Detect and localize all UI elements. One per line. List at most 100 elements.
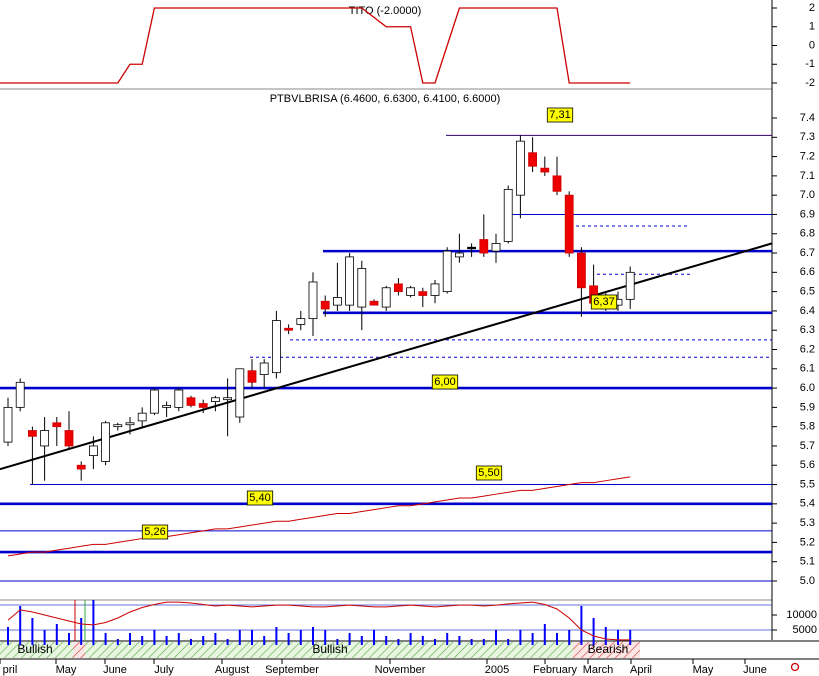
y-tick-label: 7.0 (800, 189, 815, 201)
y-tick-label: 6.1 (800, 363, 815, 375)
candle-body (491, 242, 501, 252)
annotation-box (546, 107, 574, 123)
candle-body (564, 194, 574, 254)
candle-body (381, 287, 391, 308)
candle-body (454, 252, 464, 258)
icon[interactable] (790, 662, 800, 672)
y-tick-label: 5000 (793, 624, 817, 636)
candle-body (210, 397, 220, 402)
signal-band (0, 642, 73, 658)
signal-band (573, 642, 640, 658)
candle-body (235, 368, 245, 418)
candle-body (430, 283, 440, 296)
candle-body (393, 283, 403, 293)
y-tick-label: 7.4 (800, 112, 815, 124)
candle-body (113, 424, 123, 428)
candle-body (27, 430, 37, 437)
y-tick-label: 5.4 (800, 498, 815, 510)
candle-body (332, 297, 342, 306)
x-tick-label: March (583, 664, 614, 676)
indicator-title: TITO (-2.0000) (349, 5, 422, 17)
candle-body (406, 287, 416, 296)
y-tick-label: 5.9 (800, 401, 815, 413)
candle-body (247, 370, 257, 383)
y-tick-label: 7.2 (800, 150, 815, 162)
band-label: Bullish (17, 642, 52, 656)
annotation-box (431, 374, 459, 390)
y-tick-label: 7.3 (800, 131, 815, 143)
candle-body (503, 188, 513, 242)
y-tick-label: 5.1 (800, 556, 815, 568)
candle-body (259, 362, 269, 375)
annotation-label: 5,26 (144, 526, 165, 538)
candle-body (479, 239, 489, 254)
candle-body (284, 327, 294, 331)
candle-body (76, 464, 86, 470)
y-tick-label: 5.5 (800, 478, 815, 490)
candle-body (345, 256, 355, 306)
signal-band (73, 642, 85, 658)
y-tick-label: 5.8 (800, 421, 815, 433)
candle-body (540, 167, 550, 173)
candle-body (101, 422, 110, 462)
candle-body (15, 381, 25, 408)
candle-body (40, 430, 49, 447)
x-tick-label: pril (3, 664, 18, 676)
annotation-box (590, 294, 618, 310)
candle-body (369, 300, 379, 306)
y-tick-label: 6.0 (800, 382, 815, 394)
band-label: Bearish (588, 642, 629, 656)
oscillator (7, 601, 631, 641)
candle-body (552, 175, 562, 192)
annotation-label: 7,31 (549, 109, 570, 121)
candle-body (418, 291, 428, 296)
y-tick-label: 5.6 (800, 459, 815, 471)
signal-band (85, 642, 573, 658)
y-tick-label: 0 (809, 39, 815, 51)
band-label: Bullish (312, 642, 347, 656)
candle-body (198, 403, 208, 408)
y-tick-label: 6.9 (800, 208, 815, 220)
annotation-label: 6,00 (434, 376, 455, 388)
candle-body (162, 405, 172, 408)
x-tick-label: June (743, 664, 767, 676)
x-tick-label: August (215, 664, 249, 676)
annotation-label: 5,40 (249, 492, 270, 504)
chart-title: PTBVLBRISA (6.4600, 6.6300, 6.4100, 6.60… (270, 93, 501, 105)
y-tick-label: 2 (809, 2, 815, 14)
candle-body (528, 152, 537, 167)
y-tick-label: 5.3 (800, 517, 815, 529)
y-tick-label: 6.3 (800, 324, 815, 336)
candle-body (3, 406, 13, 443)
y-tick-label: 7.1 (800, 170, 815, 182)
annotation-box (246, 490, 274, 506)
x-tick-label: April (630, 664, 652, 676)
candle-body (149, 389, 159, 414)
x-tick-label: September (265, 664, 319, 676)
y-tick-label: 5.0 (800, 575, 815, 587)
y-tick-label: 10000 (786, 609, 817, 621)
y-tick-label: 6.7 (800, 247, 815, 259)
trend-line (0, 242, 773, 471)
candle-body (64, 430, 74, 447)
x-tick-label: June (103, 664, 127, 676)
candle-body (137, 412, 147, 422)
annotation-box (141, 524, 169, 540)
candle-body (52, 422, 62, 428)
y-tick-label: 5.7 (800, 440, 815, 452)
candle-body (174, 389, 184, 408)
y-tick-label: -2 (805, 77, 815, 89)
candle-body (467, 246, 477, 250)
y-tick-label: 6.6 (800, 266, 815, 278)
candle-body (308, 281, 318, 320)
x-tick-label: February (533, 664, 578, 676)
annotation-label: 6,37 (593, 296, 614, 308)
y-tick-label: 6.8 (800, 228, 815, 240)
y-tick-label: 6.5 (800, 286, 815, 298)
annotation-label: 5,50 (478, 467, 499, 479)
candle-body (186, 397, 196, 406)
x-tick-label: November (375, 664, 426, 676)
y-tick-label: 6.2 (800, 343, 815, 355)
y-tick-label: 1 (809, 21, 815, 33)
